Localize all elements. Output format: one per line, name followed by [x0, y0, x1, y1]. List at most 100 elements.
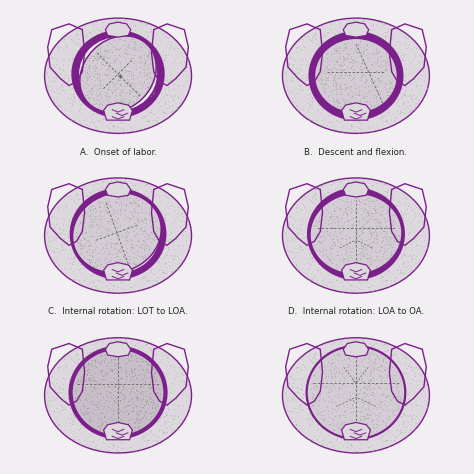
Point — [133, 358, 140, 365]
Point — [105, 375, 112, 383]
Point — [141, 68, 149, 75]
Point — [141, 190, 148, 198]
Point — [312, 82, 319, 89]
Point — [350, 446, 357, 453]
Point — [91, 204, 99, 211]
Point — [173, 103, 181, 111]
Point — [295, 265, 302, 273]
Point — [324, 64, 332, 72]
Point — [385, 77, 393, 84]
Point — [89, 231, 96, 239]
Point — [310, 351, 318, 358]
Point — [101, 209, 109, 217]
Point — [96, 199, 103, 206]
Point — [113, 419, 121, 426]
Point — [356, 20, 364, 28]
Point — [94, 48, 102, 55]
Point — [379, 357, 387, 365]
Point — [185, 245, 192, 252]
Point — [149, 276, 157, 284]
Point — [121, 81, 128, 88]
Point — [342, 205, 349, 212]
Point — [371, 227, 379, 235]
Point — [54, 364, 61, 372]
Point — [116, 18, 124, 25]
Point — [81, 411, 88, 419]
Point — [134, 247, 142, 255]
Point — [386, 220, 394, 228]
Point — [358, 177, 365, 185]
Point — [338, 365, 346, 373]
Point — [73, 30, 81, 37]
Point — [142, 424, 150, 431]
Point — [333, 59, 341, 66]
Point — [382, 19, 389, 27]
Point — [381, 20, 389, 28]
Point — [327, 420, 334, 428]
Point — [346, 125, 354, 133]
Point — [383, 221, 391, 228]
Point — [349, 346, 356, 353]
Point — [137, 114, 145, 122]
Point — [351, 209, 359, 216]
Point — [381, 216, 389, 223]
Point — [141, 413, 149, 421]
Point — [128, 79, 136, 87]
Point — [387, 240, 394, 248]
Point — [329, 235, 337, 243]
Point — [95, 256, 103, 264]
Point — [331, 110, 339, 118]
Point — [380, 246, 387, 253]
Point — [186, 244, 193, 251]
Point — [116, 205, 124, 213]
Point — [337, 426, 345, 434]
Point — [316, 392, 323, 400]
Point — [107, 60, 115, 67]
Point — [308, 417, 316, 425]
Point — [306, 258, 314, 265]
Point — [128, 400, 136, 408]
Point — [361, 427, 368, 434]
Point — [170, 44, 177, 51]
Point — [177, 210, 184, 218]
Point — [318, 401, 325, 409]
Point — [366, 370, 374, 377]
Point — [397, 379, 404, 386]
Point — [95, 103, 103, 110]
Point — [320, 222, 328, 230]
Point — [356, 37, 364, 45]
Point — [151, 232, 159, 240]
Point — [324, 50, 331, 57]
Point — [144, 191, 151, 199]
Point — [368, 128, 375, 135]
Point — [343, 423, 351, 431]
Point — [95, 57, 103, 64]
Point — [111, 341, 118, 348]
Point — [80, 401, 87, 409]
Point — [50, 247, 57, 255]
Point — [70, 220, 78, 228]
Point — [358, 214, 365, 221]
Point — [371, 381, 379, 389]
Point — [103, 369, 111, 377]
Point — [383, 67, 391, 75]
Point — [121, 89, 129, 96]
Point — [322, 83, 330, 91]
Point — [353, 339, 360, 346]
Point — [358, 356, 365, 364]
Point — [88, 241, 96, 248]
Point — [391, 227, 399, 235]
Point — [82, 363, 90, 371]
Point — [333, 203, 340, 210]
Point — [384, 224, 392, 232]
Point — [115, 228, 122, 236]
Point — [325, 217, 332, 224]
Point — [117, 412, 124, 419]
Point — [63, 361, 71, 369]
Point — [317, 391, 324, 398]
Point — [96, 91, 103, 99]
Point — [350, 248, 358, 255]
Point — [324, 243, 331, 251]
Point — [331, 46, 338, 54]
Point — [146, 108, 154, 115]
